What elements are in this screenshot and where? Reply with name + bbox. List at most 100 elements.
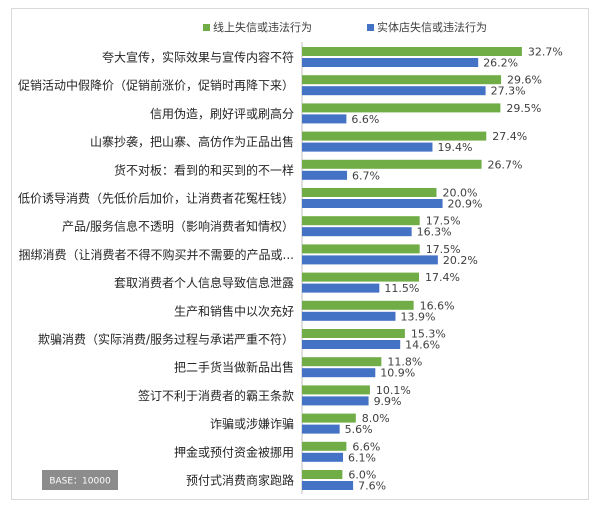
category-label: 生产和销售中以次充好 bbox=[174, 303, 294, 318]
data-label-offline: 11.5% bbox=[384, 282, 419, 295]
category-label: 把二手货当做新品出售 bbox=[174, 360, 294, 375]
bar-online bbox=[302, 357, 382, 367]
bar-offline bbox=[302, 340, 401, 349]
data-label-online: 26.7% bbox=[488, 158, 523, 171]
data-label-online: 6.0% bbox=[348, 469, 376, 482]
bar-offline bbox=[302, 368, 376, 378]
legend-swatch-offline bbox=[367, 24, 374, 31]
legend-item-online: 线上失信或违法行为 bbox=[203, 20, 312, 34]
category-row: 生产和销售中以次充好 16.6%13.9% bbox=[174, 299, 455, 323]
category-row: 套取消费者个人信息导致信息泄露 17.4% 11.5% bbox=[114, 271, 460, 295]
bar-online bbox=[302, 329, 405, 338]
bar-online bbox=[302, 470, 343, 479]
data-label-offline: 5.6% bbox=[345, 423, 373, 436]
bar-offline bbox=[302, 283, 380, 293]
plot-area: 夸大宣传，实际效果与宣传内容不符 32.7% 26.2% 促销活动中假降价（促销前涨价… bbox=[18, 46, 563, 493]
data-label-offline: 6.7% bbox=[352, 169, 380, 182]
legend: 线上失信或违法行为 实体店失信或违法行为 bbox=[203, 20, 487, 34]
category-row: 信用伪造，刷好评或刷高分 29.5% 6.6% bbox=[150, 102, 541, 126]
bar-online bbox=[302, 47, 522, 56]
bar-offline bbox=[302, 481, 354, 490]
category-row: 货不对板：看到的和买到的不一样 26.7% 6.7% bbox=[114, 158, 523, 182]
data-label-offline: 6.6% bbox=[351, 113, 379, 126]
bar-offline bbox=[302, 142, 433, 152]
category-row: 把二手货当做新品出售 11.8%10.9% bbox=[174, 356, 422, 380]
bar-online bbox=[302, 441, 347, 451]
category-label: 信用伪造，刷好评或刷高分 bbox=[150, 106, 294, 121]
data-label-offline: 7.6% bbox=[358, 480, 386, 493]
bar-offline bbox=[302, 170, 348, 180]
data-label-offline: 13.9% bbox=[400, 310, 435, 323]
base-note: BASE：10000 bbox=[49, 477, 111, 487]
data-label-online: 15.3% bbox=[411, 328, 446, 341]
bar-offline bbox=[302, 396, 369, 406]
data-label-online: 29.6% bbox=[507, 74, 542, 87]
bar-online bbox=[302, 159, 482, 169]
category-row: 捆绑消费（让消费者不得不购买并不需要的产品或... 17.5%20.2% bbox=[19, 243, 478, 267]
category-row: 夸大宣传，实际效果与宣传内容不符 32.7% 26.2% bbox=[102, 46, 563, 70]
bar-offline bbox=[302, 452, 344, 462]
category-label: 预付式消费商家跑路 bbox=[186, 473, 294, 488]
category-row: 押金或预付资金被挪用 6.6%6.1% bbox=[174, 440, 380, 464]
chart-frame bbox=[11, 8, 589, 500]
category-row: 低价诱导消费（先低价后加价，让消费者花冤枉钱） 20.0%20.9% bbox=[18, 187, 483, 211]
bar-offline bbox=[302, 227, 412, 237]
category-label: 套取消费者个人信息导致信息泄露 bbox=[114, 275, 294, 290]
legend-label-online: 线上失信或违法行为 bbox=[213, 20, 312, 34]
data-label-online: 17.5% bbox=[426, 215, 461, 228]
bar-online bbox=[302, 413, 356, 423]
data-label-online: 27.4% bbox=[492, 130, 527, 143]
category-label: 夸大宣传，实际效果与宣传内容不符 bbox=[102, 50, 294, 65]
category-label: 签订不利于消费者的霸王条款 bbox=[138, 388, 294, 403]
data-label-online: 11.8% bbox=[387, 356, 422, 369]
bar-offline bbox=[302, 255, 438, 265]
data-label-online: 10.1% bbox=[376, 384, 411, 397]
legend-label-offline: 实体店失信或违法行为 bbox=[377, 20, 487, 34]
legend-swatch-online bbox=[203, 24, 210, 31]
category-label: 产品/服务信息不透明（影响消费者知情权） bbox=[62, 219, 294, 234]
data-label-online: 20.0% bbox=[443, 187, 478, 200]
bar-offline bbox=[302, 424, 340, 434]
bar-offline bbox=[302, 114, 347, 124]
bar-online bbox=[302, 244, 420, 254]
data-label-offline: 10.9% bbox=[380, 367, 415, 380]
category-row: 产品/服务信息不透明（影响消费者知情权） 17.5%16.3% bbox=[62, 215, 461, 239]
data-label-offline: 20.9% bbox=[448, 198, 483, 211]
category-label: 欺骗消费（实际消费/服务过程与承诺严重不符） bbox=[38, 332, 294, 347]
data-label-offline: 19.4% bbox=[437, 141, 472, 154]
data-label-online: 29.5% bbox=[506, 102, 541, 115]
category-label: 诈骗或涉嫌诈骗 bbox=[210, 416, 294, 431]
bar-online bbox=[302, 300, 414, 310]
data-label-online: 16.6% bbox=[420, 299, 455, 312]
data-label-online: 17.5% bbox=[426, 243, 461, 256]
data-label-offline: 16.3% bbox=[417, 226, 452, 239]
data-label-online: 6.6% bbox=[352, 440, 380, 453]
category-label: 捆绑消费（让消费者不得不购买并不需要的产品或... bbox=[19, 247, 294, 262]
category-row: 诈骗或涉嫌诈骗 8.0%5.6% bbox=[210, 412, 390, 436]
data-label-offline: 14.6% bbox=[405, 339, 440, 352]
category-row: 签订不利于消费者的霸王条款 10.1%9.9% bbox=[138, 384, 411, 408]
bar-online bbox=[302, 272, 420, 282]
bar-online bbox=[302, 385, 370, 395]
bar-online bbox=[302, 131, 487, 141]
bar-online bbox=[302, 216, 420, 226]
category-row: 山寨抄袭，把山寨、高仿作为正品出售 27.4% 19.4% bbox=[90, 130, 527, 154]
category-label: 山寨抄袭，把山寨、高仿作为正品出售 bbox=[90, 134, 294, 149]
category-row: 欺骗消费（实际消费/服务过程与承诺严重不符） 15.3%14.6% bbox=[38, 328, 446, 352]
category-row: 预付式消费商家跑路 6.0%7.6% bbox=[186, 469, 386, 493]
bar-online bbox=[302, 103, 501, 113]
category-label: 押金或预付资金被挪用 bbox=[174, 444, 294, 459]
data-label-online: 17.4% bbox=[425, 271, 460, 284]
base-note-box: BASE：10000 bbox=[42, 470, 118, 490]
bar-offline bbox=[302, 86, 486, 96]
bar-online bbox=[302, 188, 437, 197]
data-label-offline: 9.9% bbox=[374, 395, 402, 408]
data-label-offline: 27.3% bbox=[491, 85, 526, 98]
category-label: 促销活动中假降价（促销前涨价，促销时再降下来） bbox=[18, 78, 294, 93]
data-label-offline: 6.1% bbox=[348, 451, 376, 464]
base-note-background bbox=[42, 470, 118, 490]
category-row: 促销活动中假降价（促销前涨价，促销时再降下来） 29.6%27.3% bbox=[18, 74, 542, 98]
bar-online bbox=[302, 75, 502, 85]
data-label-offline: 26.2% bbox=[483, 57, 518, 70]
